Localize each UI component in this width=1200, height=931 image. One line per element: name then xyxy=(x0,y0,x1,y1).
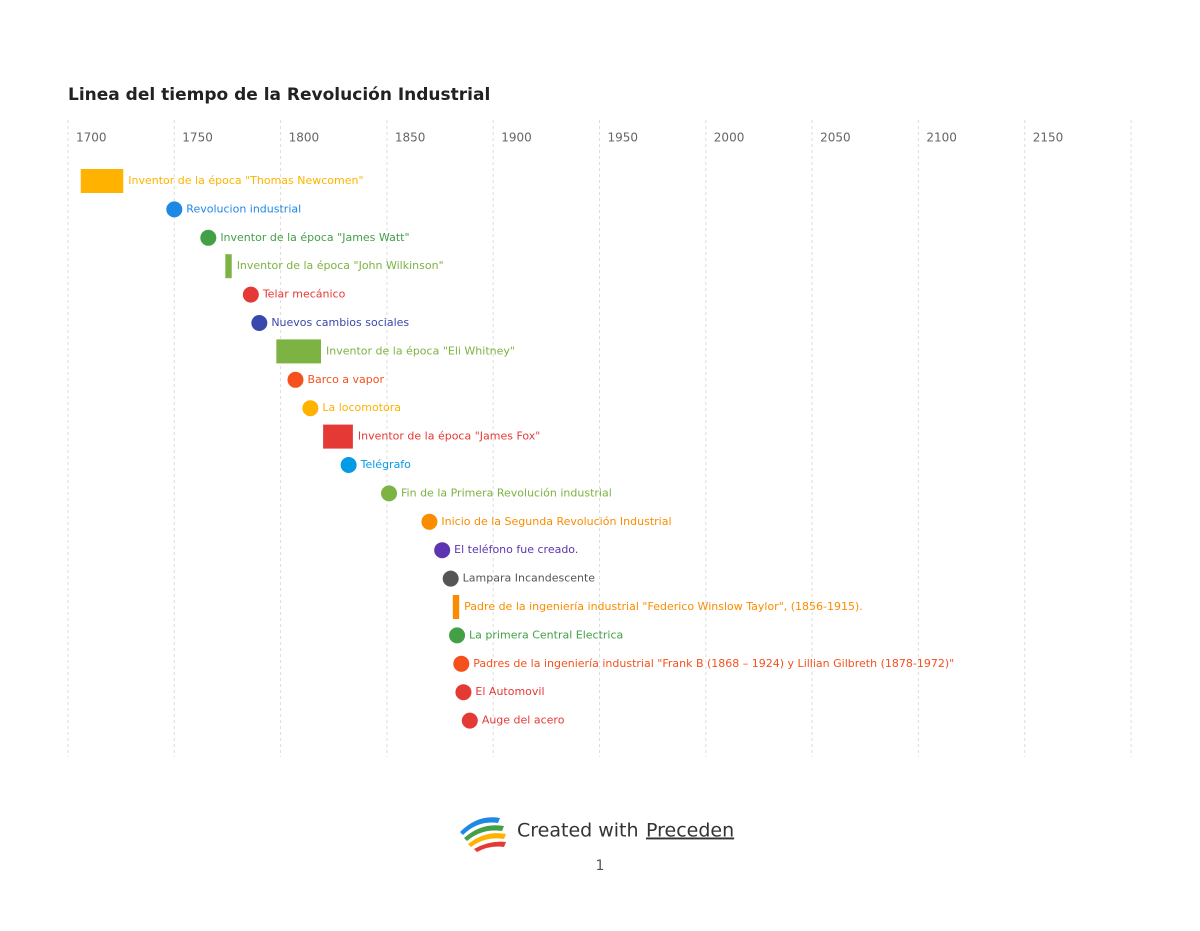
event-bar xyxy=(225,254,232,279)
x-tick-label: 1700 xyxy=(76,131,107,145)
x-tick-label: 1800 xyxy=(289,131,320,145)
event-label: Auge del acero xyxy=(482,714,565,727)
event-label: La primera Central Electrica xyxy=(469,628,623,641)
event-label: Revolucion industrial xyxy=(186,202,301,215)
event-dot xyxy=(461,712,478,729)
event-bar xyxy=(80,169,124,193)
event-dot xyxy=(449,627,466,644)
event-label: La locomotora xyxy=(322,401,401,414)
footer-link[interactable]: Preceden xyxy=(646,820,734,842)
event-label: El teléfono fue creado. xyxy=(454,543,578,556)
chart-title: Linea del tiempo de la Revolución Indust… xyxy=(68,85,490,105)
x-tick-label: 2000 xyxy=(714,131,745,145)
event-label: Nuevos cambios sociales xyxy=(271,316,409,329)
event-label: El Automovil xyxy=(475,685,544,698)
event-label: Barco a vapor xyxy=(307,373,384,386)
event-dot xyxy=(455,684,472,701)
event-dot xyxy=(381,485,398,502)
x-tick-label: 2100 xyxy=(926,131,957,145)
event-dot xyxy=(251,315,268,331)
event-dot xyxy=(302,400,319,417)
x-tick-label: 2050 xyxy=(820,131,851,145)
event-dot xyxy=(340,457,357,473)
x-tick-label: 1950 xyxy=(608,131,639,145)
event-dot xyxy=(287,371,304,388)
event-label: Inventor de la época "James Watt" xyxy=(220,231,409,244)
event-bar xyxy=(276,339,321,364)
logo xyxy=(460,817,506,852)
event-dot xyxy=(242,286,259,303)
footer-text: Created with xyxy=(517,820,639,842)
event-dot xyxy=(200,229,217,246)
event-dot xyxy=(453,655,470,672)
event-label: Padres de la ingeniería industrial "Fran… xyxy=(473,657,954,670)
event-dot xyxy=(442,570,459,587)
x-tick-label: 1750 xyxy=(182,131,213,145)
event-label: Padre de la ingeniería industrial "Feder… xyxy=(464,600,863,613)
event-label: Telar mecánico xyxy=(262,288,346,301)
page-number: 1 xyxy=(596,858,605,874)
x-tick-label: 1850 xyxy=(395,131,426,145)
event-label: Lampara Incandescente xyxy=(463,572,596,585)
event-dot xyxy=(421,513,438,530)
x-tick-label: 1900 xyxy=(501,131,532,145)
event-label: Inventor de la época "James Fox" xyxy=(358,430,540,443)
event-bar xyxy=(452,595,460,619)
event-label: Inventor de la época "John Wilkinson" xyxy=(237,259,444,272)
event-label: Telégrafo xyxy=(360,458,412,471)
event-label: Fin de la Primera Revolución industrial xyxy=(401,486,612,499)
event-label: Inicio de la Segunda Revolución Industri… xyxy=(441,515,671,528)
event-dot xyxy=(166,201,183,218)
x-tick-label: 2150 xyxy=(1033,131,1064,145)
event-bar xyxy=(323,424,353,449)
event-label: Inventor de la época "Thomas Newcomen" xyxy=(128,174,363,187)
event-dot xyxy=(434,542,451,559)
event-label: Inventor de la época "Eli Whitney" xyxy=(326,344,515,357)
